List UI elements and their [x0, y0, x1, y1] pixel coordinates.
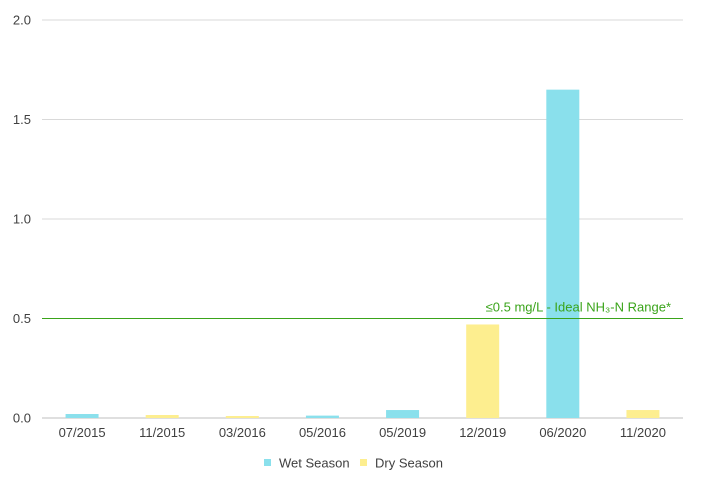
bar: [65, 414, 99, 418]
bar: [145, 415, 179, 418]
bar: [626, 410, 660, 418]
reference-line-group: ≤0.5 mg/L - Ideal NH₃-N Range*: [42, 300, 683, 319]
legend-swatch: [264, 459, 271, 466]
legend-label: Wet Season: [279, 456, 350, 471]
y-tick-label: 2.0: [13, 13, 31, 28]
bars: [65, 89, 660, 419]
x-tick-label: 05/2019: [379, 425, 426, 440]
x-tick-label: 03/2016: [219, 425, 266, 440]
bar: [466, 324, 500, 418]
x-tick-label: 12/2019: [459, 425, 506, 440]
x-tick-label: 07/2015: [59, 425, 106, 440]
legend-swatch: [360, 459, 367, 466]
x-tick-label: 06/2020: [539, 425, 586, 440]
bar: [386, 410, 420, 418]
y-tick-label: 1.0: [13, 212, 31, 227]
bar: [225, 416, 259, 418]
x-tick-label: 11/2015: [139, 425, 185, 440]
x-tick-label: 11/2020: [620, 425, 666, 440]
y-axis-ticks: 0.0 0.5 1.0 1.5 2.0: [13, 13, 31, 426]
x-axis-ticks: 07/2015 11/2015 03/2016 05/2016 05/2019 12/20…: [59, 425, 666, 440]
bar: [305, 415, 339, 418]
reference-line-label: ≤0.5 mg/L - Ideal NH₃-N Range*: [486, 300, 671, 315]
legend: Wet Season Dry Season: [264, 456, 443, 471]
y-tick-label: 0.0: [13, 411, 31, 426]
y-tick-label: 0.5: [13, 311, 31, 326]
y-tick-label: 1.5: [13, 112, 31, 127]
bar: [546, 89, 580, 419]
legend-label: Dry Season: [375, 456, 443, 471]
x-tick-label: 05/2016: [299, 425, 346, 440]
gridlines: [42, 19, 683, 419]
